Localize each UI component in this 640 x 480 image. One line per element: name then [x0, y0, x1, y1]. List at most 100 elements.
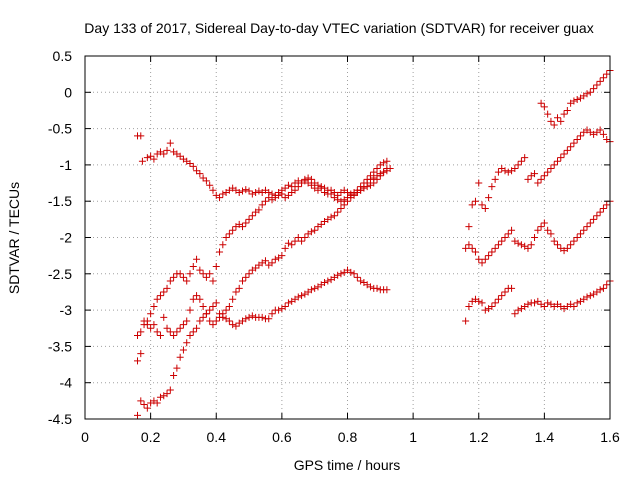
data-point-marker: [258, 313, 266, 321]
data-point-marker: [252, 188, 260, 196]
data-point-marker: [360, 183, 368, 191]
data-point-marker: [550, 161, 558, 169]
data-point-marker: [245, 187, 253, 195]
data-point-marker: [573, 234, 581, 241]
data-point-marker: [242, 219, 250, 227]
data-point-marker: [327, 190, 335, 198]
y-tick-label: -4: [60, 375, 73, 391]
plot-frame: [84, 55, 611, 420]
x-tick-label: 0: [81, 429, 89, 445]
data-point-marker: [179, 321, 187, 329]
x-tick-label: 0.2: [141, 429, 161, 445]
data-point-marker: [170, 371, 178, 379]
data-point-marker: [537, 223, 545, 231]
data-point-marker: [229, 321, 237, 329]
data-point-marker: [163, 324, 171, 332]
y-tick-label: -1.5: [48, 193, 72, 209]
data-point-marker: [534, 226, 542, 234]
data-point-marker: [173, 364, 181, 372]
data-point-marker: [248, 190, 256, 198]
data-point-marker: [547, 230, 555, 238]
data-point-marker: [576, 132, 584, 140]
data-point-marker: [465, 302, 473, 310]
y-axis-label: SDTVAR / TECUs: [6, 182, 22, 294]
data-point-marker: [570, 237, 578, 245]
data-point-marker: [491, 244, 499, 252]
data-point-marker: [261, 257, 269, 265]
y-tick-label: -4.5: [48, 411, 72, 427]
data-point-marker: [199, 174, 207, 182]
data-point-marker: [183, 339, 191, 347]
data-point-marker: [501, 288, 509, 296]
x-tick-label: 1.6: [600, 429, 620, 445]
data-point-marker: [153, 399, 161, 407]
x-tick-label: 0.6: [272, 429, 292, 445]
data-point-marker: [373, 284, 381, 292]
y-tick-label: -2: [60, 230, 73, 246]
data-point-marker: [156, 332, 164, 340]
data-point-marker: [363, 179, 371, 187]
data-point-marker: [317, 220, 325, 228]
data-point-marker: [189, 328, 197, 336]
data-point-marker: [150, 302, 158, 310]
data-point-marker: [501, 167, 509, 175]
axes: [84, 55, 611, 420]
data-point-marker: [186, 306, 194, 314]
data-point-marker: [498, 237, 506, 245]
data-point-marker: [212, 263, 220, 271]
data-point-marker: [143, 154, 151, 162]
grid-lines: [85, 56, 610, 419]
data-point-marker: [255, 187, 263, 195]
data-point-marker: [199, 302, 207, 310]
data-point-marker: [298, 292, 306, 300]
x-tick-label: 1.2: [469, 429, 489, 445]
data-point-marker: [301, 177, 309, 185]
data-point-marker: [517, 241, 525, 249]
y-tick-label: -2.5: [48, 266, 72, 282]
data-point-marker: [147, 152, 155, 160]
data-point-marker: [599, 284, 607, 292]
data-point-marker: [196, 295, 204, 303]
data-point-marker: [514, 239, 522, 247]
data-point-marker: [147, 310, 155, 318]
data-point-marker: [554, 241, 561, 249]
data-point-marker: [537, 175, 545, 183]
data-point-marker: [307, 228, 315, 236]
data-point-marker: [245, 215, 253, 223]
data-point-marker: [573, 299, 581, 307]
data-point-marker: [350, 270, 358, 278]
data-point-marker: [288, 241, 296, 249]
data-point-marker: [544, 299, 552, 307]
data-point-marker: [134, 332, 141, 340]
y-tick-label: -3.5: [48, 338, 72, 354]
data-point-marker: [504, 230, 512, 238]
data-point-marker: [216, 194, 224, 202]
data-point-marker: [327, 213, 335, 221]
y-tick-label: 0: [64, 84, 72, 100]
data-point-marker: [206, 317, 214, 325]
data-point-marker: [219, 190, 227, 198]
data-point-marker: [511, 310, 519, 318]
data-point-marker: [245, 313, 253, 321]
data-point-marker: [508, 226, 516, 234]
data-point-marker: [275, 191, 283, 199]
data-point-marker: [547, 117, 555, 125]
data-point-marker: [307, 286, 315, 294]
data-point-marker: [567, 143, 575, 151]
data-point-marker: [504, 168, 512, 176]
data-point-marker: [294, 183, 302, 191]
data-point-marker: [596, 286, 604, 294]
data-point-marker: [527, 241, 535, 249]
data-point-marker: [284, 239, 292, 247]
data-point-marker: [166, 386, 174, 394]
data-point-marker: [147, 324, 155, 332]
data-point-marker: [603, 201, 611, 209]
x-tick-label: 0.4: [207, 429, 227, 445]
data-point-marker: [590, 215, 598, 223]
data-point-marker: [524, 175, 532, 183]
data-point-marker: [311, 284, 319, 292]
data-point-marker: [337, 270, 345, 278]
data-point-marker: [560, 110, 568, 118]
series-satellite-track-5: [462, 277, 614, 325]
